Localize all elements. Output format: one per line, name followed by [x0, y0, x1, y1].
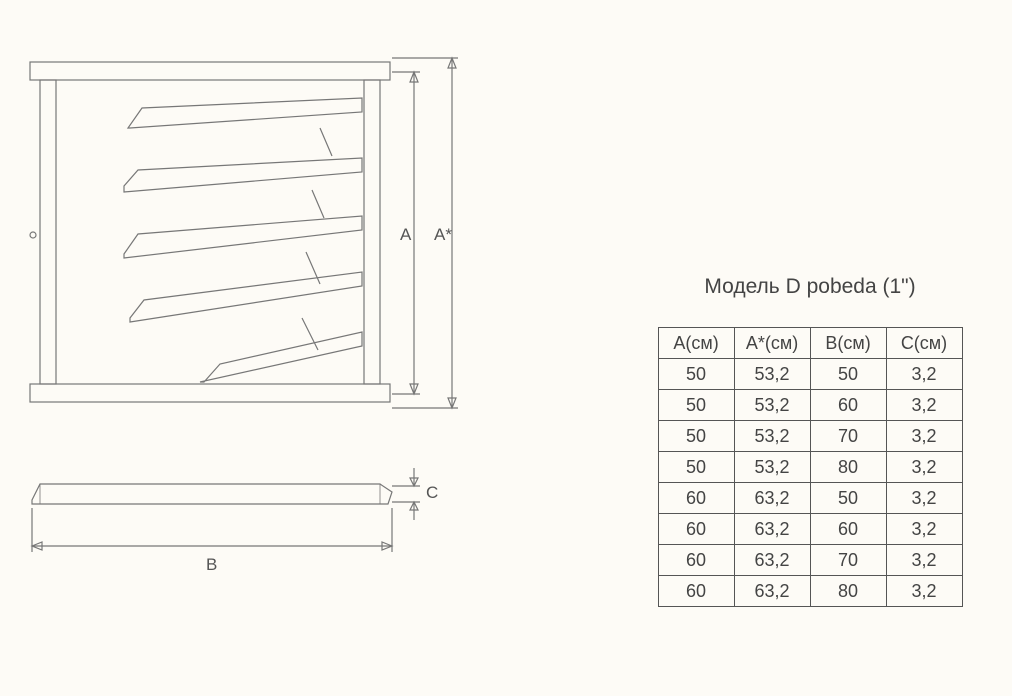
table-header-cell: A(см) — [658, 328, 734, 359]
table-cell: 3,2 — [886, 390, 962, 421]
table-cell: 3,2 — [886, 359, 962, 390]
table-cell: 3,2 — [886, 452, 962, 483]
table-row: 6063,2703,2 — [658, 545, 962, 576]
technical-drawing: A A* C B — [20, 50, 520, 610]
table-row: 6063,2803,2 — [658, 576, 962, 607]
table-cell: 80 — [810, 452, 886, 483]
label-C: C — [426, 483, 438, 502]
table-cell: 63,2 — [734, 576, 810, 607]
table-cell: 60 — [658, 576, 734, 607]
dimension-B — [32, 508, 392, 552]
table-cell: 60 — [658, 514, 734, 545]
table-cell: 80 — [810, 576, 886, 607]
rungs — [124, 98, 362, 382]
table-header-cell: B(см) — [810, 328, 886, 359]
label-Astar: A* — [434, 225, 452, 244]
dimension-C — [392, 468, 420, 520]
table-row: 5053,2603,2 — [658, 390, 962, 421]
table-cell: 50 — [810, 359, 886, 390]
table-row: 5053,2703,2 — [658, 421, 962, 452]
table-cell: 60 — [658, 483, 734, 514]
dimensions-table: A(см)A*(см)B(см)C(см) 5053,2503,25053,26… — [658, 327, 963, 607]
table-cell: 50 — [658, 390, 734, 421]
model-title: Модель D pobeda (1") — [640, 275, 980, 299]
table-header-cell: A*(см) — [734, 328, 810, 359]
table-cell: 50 — [658, 359, 734, 390]
table-cell: 3,2 — [886, 483, 962, 514]
table-cell: 50 — [658, 421, 734, 452]
front-view — [30, 62, 390, 402]
label-B: B — [206, 555, 217, 574]
label-A: A — [400, 225, 412, 244]
table-cell: 53,2 — [734, 421, 810, 452]
table-cell: 3,2 — [886, 545, 962, 576]
table-cell: 3,2 — [886, 514, 962, 545]
table-cell: 63,2 — [734, 514, 810, 545]
table-cell: 53,2 — [734, 390, 810, 421]
table-cell: 3,2 — [886, 421, 962, 452]
table-header-cell: C(см) — [886, 328, 962, 359]
table-cell: 60 — [658, 545, 734, 576]
table-row: 5053,2503,2 — [658, 359, 962, 390]
table-cell: 60 — [810, 514, 886, 545]
table-cell: 70 — [810, 545, 886, 576]
table-cell: 63,2 — [734, 483, 810, 514]
table-cell: 50 — [658, 452, 734, 483]
table-cell: 70 — [810, 421, 886, 452]
table-cell: 53,2 — [734, 452, 810, 483]
table-cell: 50 — [810, 483, 886, 514]
table-row: 6063,2503,2 — [658, 483, 962, 514]
table-cell: 60 — [810, 390, 886, 421]
table-row: 6063,2603,2 — [658, 514, 962, 545]
table-cell: 53,2 — [734, 359, 810, 390]
table-cell: 3,2 — [886, 576, 962, 607]
top-view — [32, 484, 392, 504]
table-cell: 63,2 — [734, 545, 810, 576]
table-row: 5053,2803,2 — [658, 452, 962, 483]
